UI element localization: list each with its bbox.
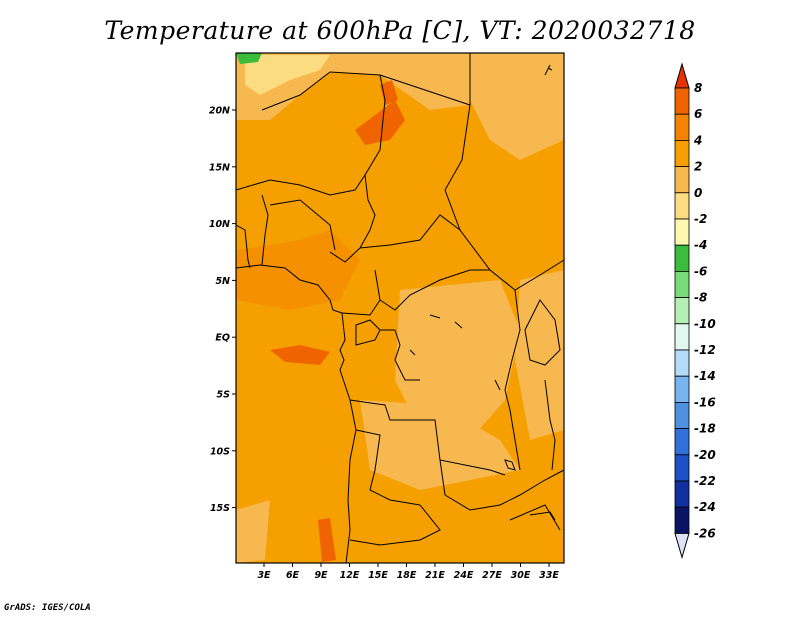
field-region-congo — [395, 280, 520, 440]
colorbar-box — [674, 480, 690, 508]
colorbar-box — [674, 244, 690, 272]
field-region-southwest — [236, 500, 270, 563]
colorbar-label: -10 — [694, 317, 716, 331]
field-region-east — [515, 270, 564, 440]
lon-tick-label: 24E — [454, 570, 474, 581]
lon-tick-label: 6E — [286, 570, 300, 581]
lat-tick-label: EQ — [215, 333, 230, 344]
colorbar-box — [674, 454, 690, 482]
lat-tick-label: 5N — [215, 276, 230, 287]
colorbar-label: -14 — [694, 369, 716, 383]
colorbar-label: 0 — [694, 186, 702, 200]
lat-tick-label: 5S — [217, 390, 231, 401]
colorbar-label: -18 — [694, 422, 716, 436]
lon-tick-label: 27E — [482, 570, 502, 581]
colorbar-label: -16 — [694, 395, 716, 409]
lat-tick-label: 10N — [209, 219, 230, 230]
colorbar-top-arrow — [674, 62, 690, 89]
field-region-north-pale — [245, 55, 330, 95]
field-region-green — [236, 53, 262, 64]
colorbar-box — [674, 401, 690, 429]
map-frame — [235, 52, 565, 564]
colorbar-label: -8 — [694, 291, 707, 305]
country-borders — [235, 53, 565, 564]
colorbar-box — [674, 139, 690, 167]
lon-tick-label: 33E — [539, 570, 559, 581]
colorbar-label: 8 — [694, 81, 702, 95]
field-region-gulf — [236, 230, 360, 310]
lon-tick-label: 30E — [511, 570, 531, 581]
colorbar-box — [674, 113, 690, 141]
colorbar-label: -4 — [694, 238, 707, 252]
field-region-hot-4 — [318, 518, 336, 562]
colorbar-box — [674, 166, 690, 194]
lat-tick-label: 15S — [210, 503, 230, 514]
colorbar-box — [674, 270, 690, 298]
colorbar-label: 4 — [693, 133, 702, 147]
colorbar-box — [674, 349, 690, 377]
colorbar-box — [674, 87, 690, 115]
colorbar: 8 6 4 2 0 -2 -4 -6 -8 -10 -12 -14 -16 -18 -20 -22 -24 -26 — [674, 62, 716, 560]
lon-tick-label: 21E — [425, 570, 445, 581]
colorbar-box — [674, 375, 690, 403]
grads-credit: GrADS: IGES/COLA — [4, 603, 91, 613]
colorbar-label: -6 — [694, 264, 707, 278]
lon-tick-label: 12E — [340, 570, 360, 581]
field-region-hot-1 — [355, 100, 405, 145]
lon-tick-label: 3E — [257, 570, 271, 581]
lat-tick-label: 20N — [209, 106, 230, 117]
temperature-field — [236, 53, 564, 563]
lon-tick-label: 15E — [368, 570, 388, 581]
lon-tick-label: 18E — [397, 570, 417, 581]
colorbar-box — [674, 218, 690, 246]
colorbar-box — [674, 323, 690, 351]
field-region-hot-3 — [270, 345, 330, 365]
colorbar-label: -20 — [694, 448, 716, 462]
lon-tick-label: 9E — [314, 570, 328, 581]
colorbar-label: 6 — [694, 107, 702, 121]
colorbar-label: 2 — [694, 160, 702, 174]
colorbar-label: -12 — [694, 343, 716, 357]
colorbar-box — [674, 192, 690, 220]
colorbar-label: -2 — [694, 212, 707, 226]
lat-tick-label: 10S — [210, 446, 230, 457]
colorbar-box — [674, 506, 690, 534]
map-title: Temperature at 600hPa [C], VT: 202003271… — [104, 16, 696, 45]
longitude-axis: 3E 6E 9E 12E 15E 18E 21E 24E 27E 30E 33E — [257, 563, 559, 581]
colorbar-label: -22 — [694, 474, 716, 488]
colorbar-label: -24 — [694, 500, 716, 514]
colorbar-box — [674, 428, 690, 456]
colorbar-label: -26 — [694, 526, 716, 540]
latitude-axis: 20N 15N 10N 5N EQ 5S 10S 15S — [209, 106, 236, 514]
lat-tick-label: 15N — [209, 162, 230, 173]
colorbar-box — [674, 297, 690, 325]
colorbar-bottom-arrow — [674, 532, 690, 560]
field-region-northeast — [470, 53, 564, 160]
